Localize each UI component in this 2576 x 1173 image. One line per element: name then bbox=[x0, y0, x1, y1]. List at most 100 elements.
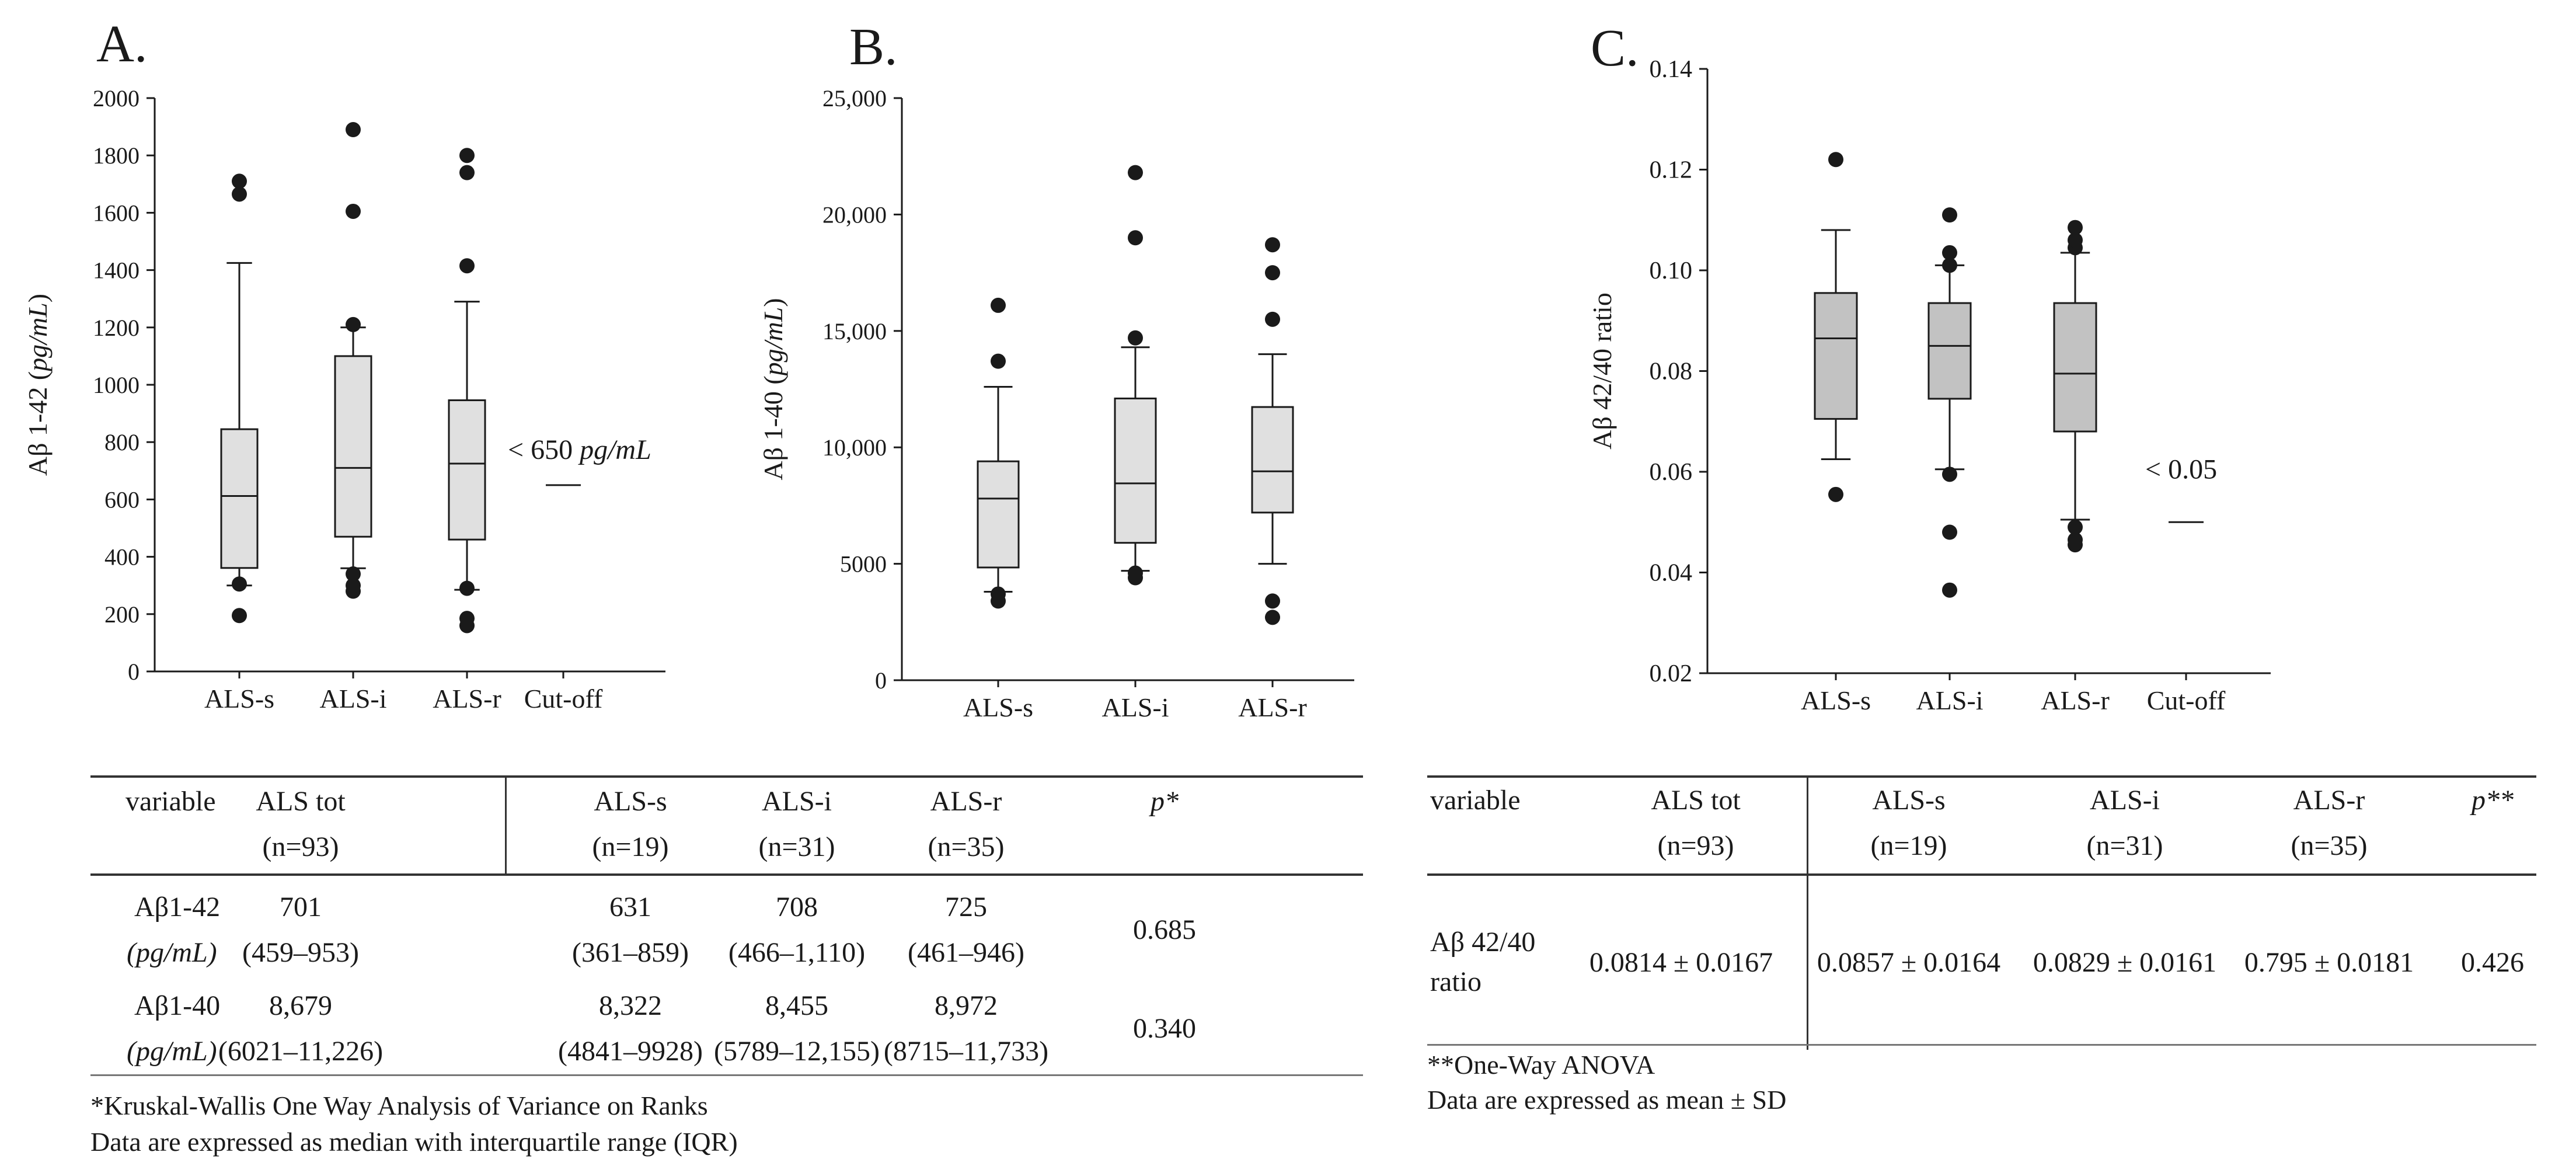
y-tick-label: 0.08 bbox=[1650, 358, 1693, 385]
cutoff-label: < 0.05 bbox=[2145, 454, 2217, 485]
iqr-box bbox=[220, 428, 259, 569]
box-als-r bbox=[2053, 220, 2097, 553]
y-axis-label: Aβ 1-40 (pg/mL) bbox=[758, 298, 788, 480]
row-ratio-name-line2: ratio bbox=[1430, 966, 1482, 997]
y-tick-label: 10,000 bbox=[822, 434, 887, 461]
outlier-point bbox=[1828, 152, 1843, 168]
row-abeta140-i: 8,455 bbox=[765, 990, 828, 1021]
stats-table-right: variable ALS tot (n=93) ALS-s (n=19) ALS… bbox=[1427, 771, 2536, 1051]
outlier-point bbox=[459, 148, 475, 163]
iqr-box bbox=[1927, 302, 1972, 400]
outlier-point bbox=[991, 353, 1006, 369]
note-kruskal-wallis: *Kruskal-Wallis One Way Analysis of Vari… bbox=[90, 1091, 708, 1120]
y-tick-label: 2000 bbox=[93, 85, 140, 112]
header-als-s: ALS-s bbox=[1872, 785, 1946, 816]
y-tick-label: 400 bbox=[104, 544, 140, 570]
panel-c-label: C. bbox=[1591, 19, 1639, 77]
note-one-way-anova: **One-Way ANOVA bbox=[1427, 1050, 1655, 1080]
x-tick-label: ALS-r bbox=[2041, 685, 2110, 715]
x-tick-label: ALS-r bbox=[433, 684, 501, 713]
row-abeta142-r: 725 bbox=[945, 892, 987, 923]
y-tick-label: 20,000 bbox=[822, 201, 887, 228]
y-tick-label: 0.04 bbox=[1650, 560, 1693, 587]
row-abeta140-p: 0.340 bbox=[1133, 1013, 1196, 1044]
header-als-r-n: (n=35) bbox=[928, 831, 1005, 862]
header-als-i-n: (n=31) bbox=[758, 831, 835, 862]
outlier-point bbox=[1942, 524, 1957, 540]
x-tick-label: Cut-off bbox=[2147, 685, 2226, 715]
note-median-iqr: Data are expressed as median with interq… bbox=[90, 1127, 738, 1157]
y-tick-label: 600 bbox=[104, 486, 140, 513]
y-tick-label: 1000 bbox=[93, 372, 140, 398]
outlier-point bbox=[1942, 467, 1957, 482]
y-tick-label: 0.12 bbox=[1650, 157, 1693, 184]
outlier-point bbox=[232, 173, 247, 189]
outlier-point bbox=[2068, 232, 2083, 248]
row-abeta140-tot: 8,679 bbox=[269, 990, 332, 1021]
outlier-point bbox=[346, 316, 361, 332]
outlier-point bbox=[1128, 330, 1143, 346]
row-abeta142-r-iqr: (461–946) bbox=[908, 937, 1024, 968]
x-tick-label: Cut-off bbox=[524, 684, 603, 713]
header-als-tot: ALS tot bbox=[1651, 785, 1741, 816]
y-tick-label: 0 bbox=[875, 667, 887, 694]
outlier-point bbox=[346, 203, 361, 219]
box-als-i bbox=[1927, 207, 1972, 598]
header-als-s: ALS-s bbox=[594, 786, 667, 817]
outlier-point bbox=[2068, 532, 2083, 548]
box-als-r bbox=[448, 148, 486, 634]
outlier-point bbox=[1265, 311, 1280, 327]
header-als-i: ALS-i bbox=[762, 786, 832, 817]
header-als-tot: ALS tot bbox=[256, 786, 346, 817]
outlier-point bbox=[459, 165, 475, 180]
y-tick-label: 15,000 bbox=[822, 318, 887, 344]
row-abeta142-s: 631 bbox=[609, 892, 651, 923]
outlier-point bbox=[1265, 610, 1280, 625]
box-als-s bbox=[977, 297, 1020, 609]
y-axis-label: Aβ 1-42 (pg/mL) bbox=[23, 294, 53, 476]
outlier-point bbox=[1265, 265, 1280, 281]
row-abeta142-tot-iqr: (459–953) bbox=[242, 937, 359, 968]
row-abeta142-s-iqr: (361–859) bbox=[572, 937, 689, 968]
x-tick-label: ALS-s bbox=[963, 692, 1033, 722]
outlier-point bbox=[459, 258, 475, 274]
row-abeta142-i-iqr: (466–1,110) bbox=[728, 937, 866, 968]
header-als-r: ALS-r bbox=[2293, 785, 2365, 816]
box-als-i bbox=[334, 122, 372, 599]
outlier-point bbox=[1265, 593, 1280, 609]
y-tick-label: 0.14 bbox=[1650, 56, 1693, 83]
y-tick-label: 25,000 bbox=[822, 85, 887, 112]
outlier-point bbox=[1265, 237, 1280, 253]
iqr-box bbox=[448, 399, 486, 541]
header-als-i-n: (n=31) bbox=[2086, 830, 2163, 861]
y-tick-label: 0.10 bbox=[1650, 257, 1693, 284]
header-als-r: ALS-r bbox=[930, 786, 1002, 817]
y-tick-label: 5000 bbox=[840, 551, 887, 577]
outlier-point bbox=[2068, 519, 2083, 535]
y-tick-label: 1600 bbox=[93, 200, 140, 226]
note-mean-sd: Data are expressed as mean ± SD bbox=[1427, 1085, 1787, 1115]
x-tick-label: ALS-s bbox=[1801, 685, 1871, 715]
x-tick-label: ALS-i bbox=[1916, 685, 1984, 715]
x-tick-label: ALS-r bbox=[1238, 692, 1307, 722]
y-axis-label: Aβ 42/40 ratio bbox=[1587, 293, 1617, 450]
y-tick-label: 0.06 bbox=[1650, 459, 1693, 486]
x-tick-label: ALS-i bbox=[320, 684, 387, 713]
panel-c-chart: C. 0.02 0.04 0.06 0.08 0.10 0.12 0.14 Aβ 42/40 … bbox=[1587, 19, 2271, 715]
row-abeta140-unit: (pg/mL) bbox=[127, 1036, 217, 1067]
row-abeta140-i-iqr: (5789–12,155) bbox=[714, 1036, 880, 1067]
box-als-i bbox=[1114, 165, 1157, 586]
header-variable: variable bbox=[1430, 785, 1521, 816]
outlier-point bbox=[1128, 230, 1143, 246]
row-abeta142-unit: (pg/mL) bbox=[127, 937, 217, 968]
y-tick-label: 200 bbox=[104, 601, 140, 628]
header-als-s-n: (n=19) bbox=[1870, 830, 1947, 861]
iqr-box bbox=[1814, 292, 1858, 420]
y-tick-label: 1400 bbox=[93, 257, 140, 284]
x-tick-label: ALS-i bbox=[1102, 692, 1169, 722]
header-als-r-n: (n=35) bbox=[2291, 830, 2368, 861]
outlier-point bbox=[991, 586, 1006, 602]
x-tick-label: ALS-s bbox=[204, 684, 274, 713]
iqr-box bbox=[1251, 406, 1294, 514]
header-als-tot-n: (n=93) bbox=[1657, 830, 1734, 861]
